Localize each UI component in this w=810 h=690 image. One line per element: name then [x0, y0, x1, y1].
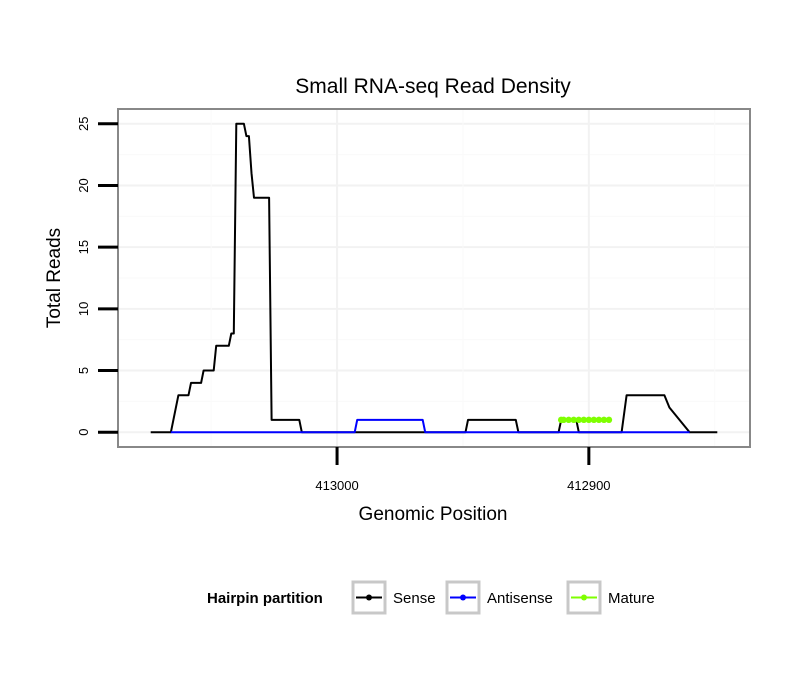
series-point-mature — [580, 416, 588, 424]
y-tick-label: 15 — [76, 240, 91, 254]
y-tick-label: 5 — [76, 367, 91, 374]
y-tick-label: 25 — [76, 117, 91, 131]
plot-panel — [117, 108, 751, 448]
legend-title: Hairpin partition — [207, 590, 323, 607]
series-point-mature — [590, 416, 598, 424]
legend-label-antisense: Antisense — [487, 590, 553, 607]
legend: Hairpin partition Sense Antisense Mature — [207, 580, 655, 615]
series-line-sense — [150, 122, 718, 434]
series-line-antisense — [170, 418, 690, 434]
panel-border — [117, 108, 751, 448]
series-point-mature — [575, 416, 582, 424]
legend-key-point — [581, 594, 587, 601]
legend-label-mature: Mature — [608, 590, 655, 607]
series-point-mature — [595, 416, 603, 424]
legend-key-point — [460, 594, 466, 601]
chart-title: Small RNA-seq Read Density — [295, 75, 571, 98]
x-axis-label: Genomic Position — [359, 504, 508, 525]
series-point-mature — [565, 416, 572, 424]
legend-label-sense: Sense — [393, 590, 436, 607]
series-point-mature — [600, 416, 608, 424]
y-tick-label: 20 — [76, 178, 91, 192]
legend-key-point — [366, 594, 372, 601]
legend-items: Sense Antisense Mature — [351, 580, 655, 615]
x-tick-label: 412900 — [567, 478, 610, 493]
series-point-mature — [605, 416, 613, 424]
series-layer — [150, 122, 718, 434]
y-tick-label: 0 — [76, 429, 91, 436]
y-axis-label: Total Reads — [44, 228, 65, 328]
grid-lines — [118, 109, 750, 447]
series-point-mature — [585, 416, 593, 424]
x-axis: 413000 412900 — [315, 447, 611, 493]
y-axis: 0 5 10 15 20 25 — [76, 117, 118, 436]
x-tick-label: 413000 — [315, 478, 358, 493]
series-point-mature — [570, 416, 577, 424]
y-tick-label: 10 — [76, 302, 91, 316]
series-point-mature — [560, 416, 567, 424]
